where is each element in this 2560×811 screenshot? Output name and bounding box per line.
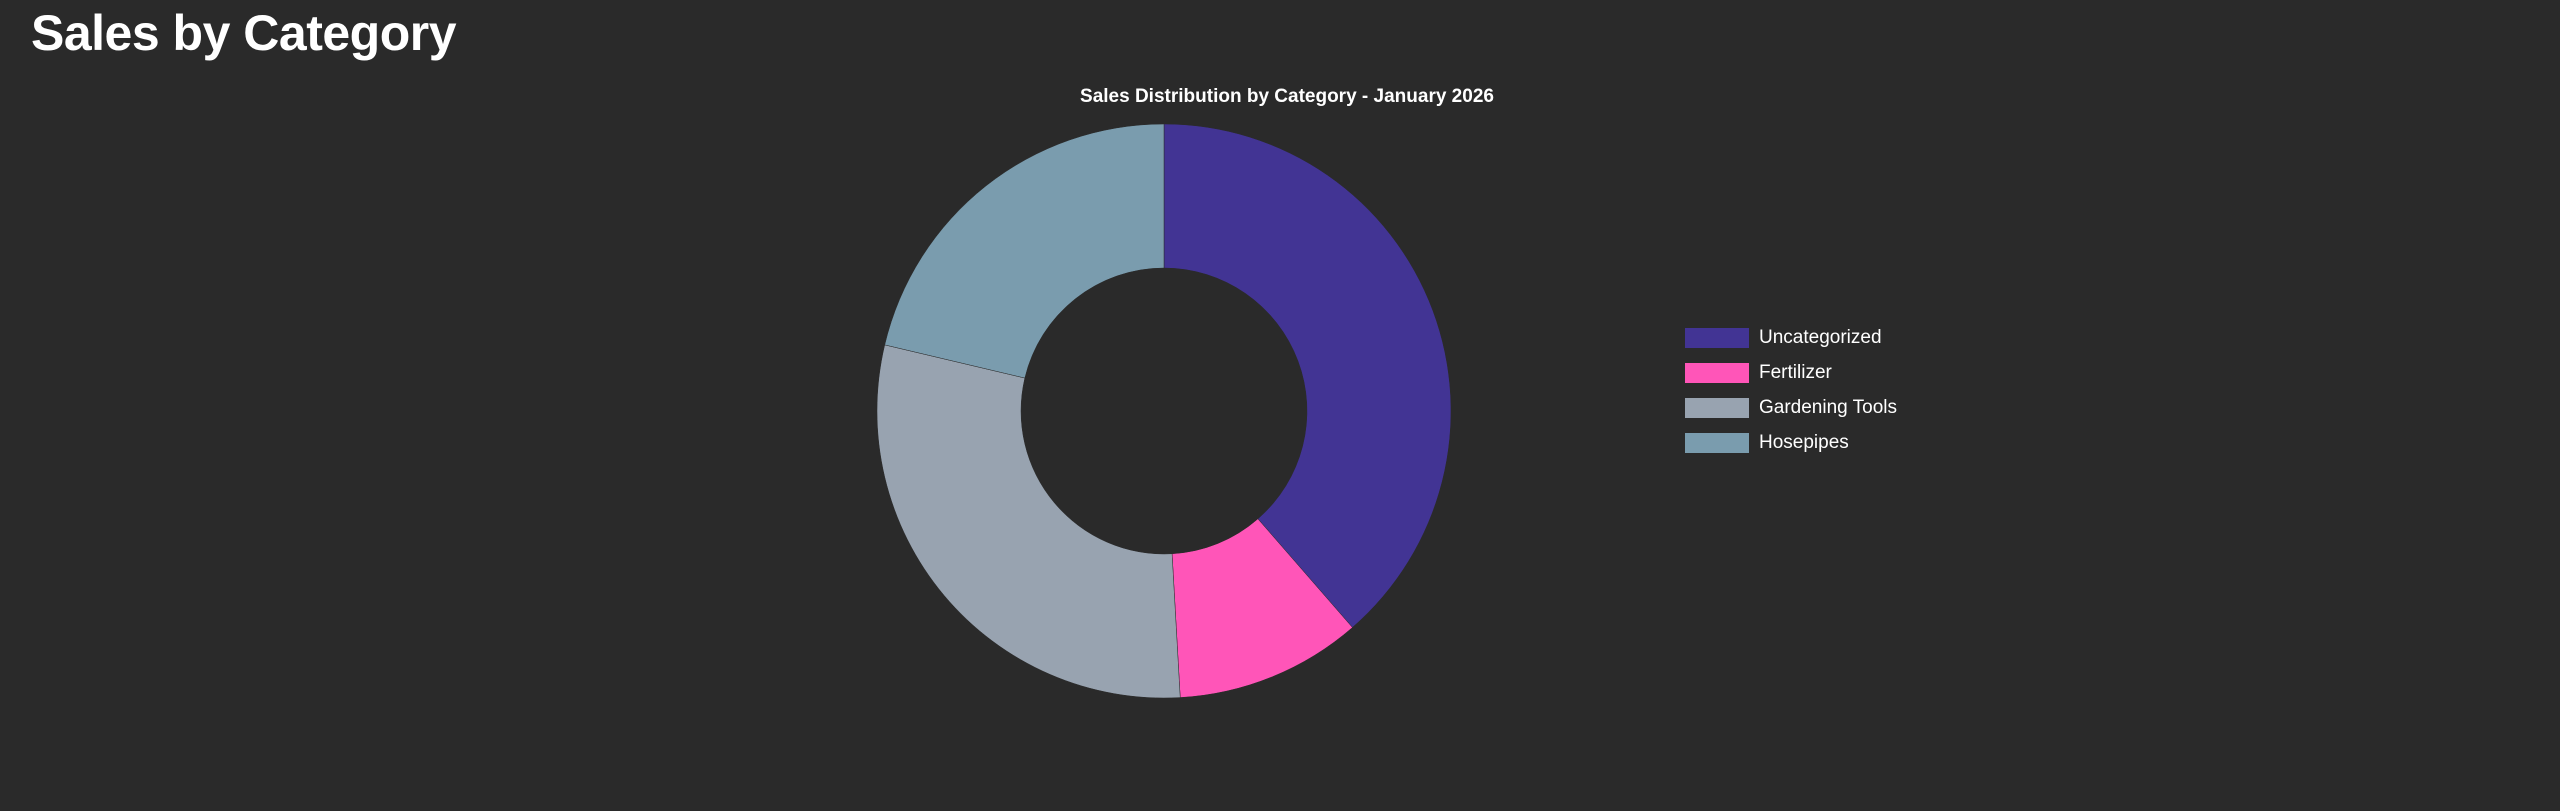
legend-item-gardening-tools[interactable]: Gardening Tools — [1685, 390, 1897, 425]
legend-swatch — [1685, 327, 1749, 348]
legend-item-hosepipes[interactable]: Hosepipes — [1685, 425, 1897, 460]
legend-swatch — [1685, 432, 1749, 453]
legend-item-fertilizer[interactable]: Fertilizer — [1685, 355, 1897, 390]
legend-label: Fertilizer — [1759, 361, 1832, 383]
donut-slice-uncategorized[interactable] — [1163, 123, 1452, 628]
legend-label: Uncategorized — [1759, 326, 1882, 348]
donut-slice-hosepipes[interactable] — [884, 123, 1165, 379]
chart-legend: Uncategorized Fertilizer Gardening Tools… — [1685, 320, 1897, 460]
legend-item-uncategorized[interactable]: Uncategorized — [1685, 320, 1897, 355]
legend-label: Gardening Tools — [1759, 396, 1898, 418]
chart-title: Sales Distribution by Category - January… — [1080, 86, 1494, 107]
page-title: Sales by Category — [31, 5, 457, 61]
legend-swatch — [1685, 397, 1749, 418]
legend-label: Hosepipes — [1759, 431, 1849, 453]
donut-slice-gardening-tools[interactable] — [876, 344, 1181, 699]
legend-swatch — [1685, 362, 1749, 383]
